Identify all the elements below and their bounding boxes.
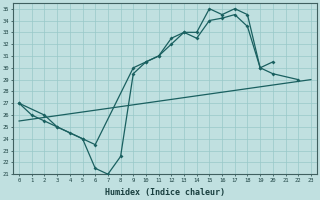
X-axis label: Humidex (Indice chaleur): Humidex (Indice chaleur) bbox=[105, 188, 225, 197]
